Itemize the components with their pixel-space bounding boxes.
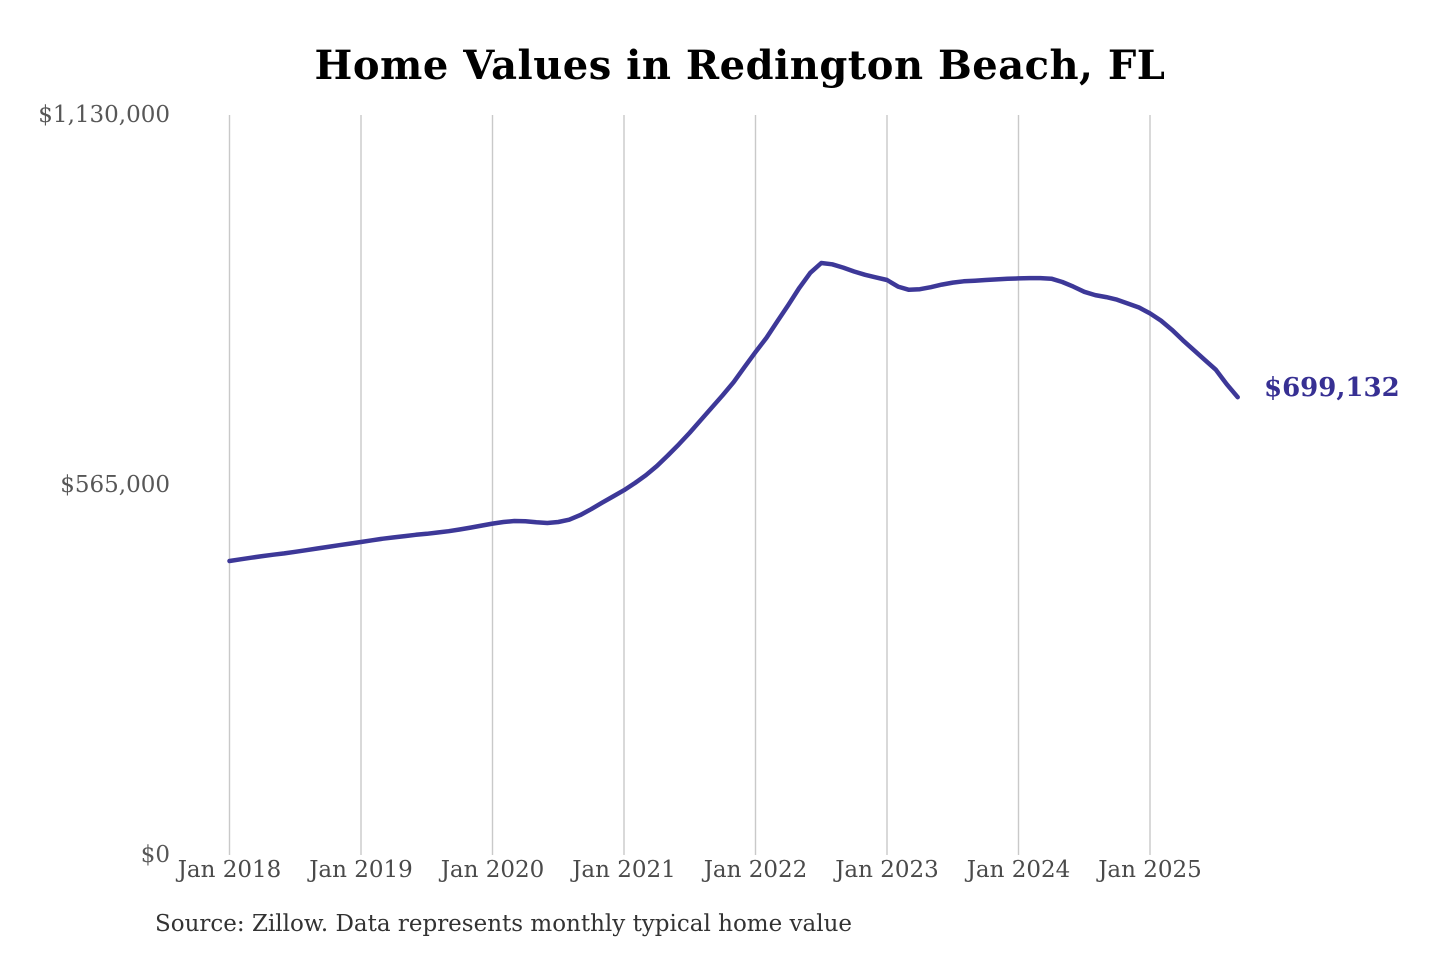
home-value-line [227, 260, 1240, 564]
x-tick-label: Jan 2020 [440, 857, 545, 883]
x-tick-label: Jan 2024 [966, 857, 1071, 883]
x-tick-label: Jan 2019 [309, 857, 413, 883]
x-tick-label: Jan 2018 [177, 857, 282, 883]
x-tick-label: Jan 2022 [703, 857, 808, 883]
chart-title: Home Values in Redington Beach, FL [314, 42, 1166, 89]
x-tick-label: Jan 2025 [1098, 857, 1202, 883]
y-axis: $0 $565,000 $1,130,000 [0, 0, 170, 960]
x-tick-label: Jan 2021 [572, 857, 676, 883]
y-tick-label: $565,000 [60, 472, 170, 498]
y-tick-label: $1,130,000 [38, 102, 170, 128]
source-note: Source: Zillow. Data represents monthly … [155, 911, 853, 937]
x-tick-label: Jan 2023 [835, 857, 939, 883]
y-tick-label: $0 [140, 842, 170, 868]
latest-value-label: $699,132 [1264, 373, 1400, 403]
